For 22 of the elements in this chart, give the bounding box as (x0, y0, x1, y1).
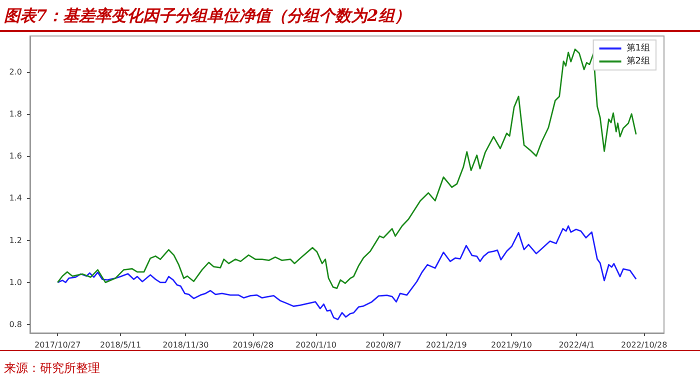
source-note: 来源：研究所整理 (4, 361, 100, 375)
y-tick-label: 1.2 (9, 236, 22, 245)
x-tick-label: 2020/8/7 (365, 340, 402, 350)
y-tick-label: 1.0 (9, 278, 22, 287)
y-tick-label: 0.8 (9, 320, 22, 330)
y-tick-label: 1.8 (9, 109, 22, 118)
x-tick-label: 2020/1/10 (296, 340, 337, 350)
x-tick-label: 2021/9/10 (491, 340, 532, 350)
y-tick-label: 2.0 (9, 67, 22, 76)
line-series (56, 225, 637, 320)
x-tick-label: 2022/10/28 (621, 340, 668, 350)
x-tick-label: 2019/6/28 (232, 340, 274, 350)
x-tick-label: 2022/4/1 (558, 340, 595, 350)
y-tick-label: 1.6 (9, 152, 22, 161)
x-tick-label: 2021/2/19 (426, 340, 467, 350)
x-tick-label: 2018/11/30 (162, 340, 209, 350)
legend-label: 第1组 (626, 42, 650, 54)
chart-title: 图表7：基差率变化因子分组单位净值（分组个数为2组） (4, 6, 410, 25)
x-tick-label: 2017/10/27 (34, 340, 81, 350)
legend-label: 第2组 (626, 56, 650, 66)
y-tick-label: 1.4 (9, 194, 22, 203)
x-tick-label: 2018/5/11 (100, 340, 142, 350)
